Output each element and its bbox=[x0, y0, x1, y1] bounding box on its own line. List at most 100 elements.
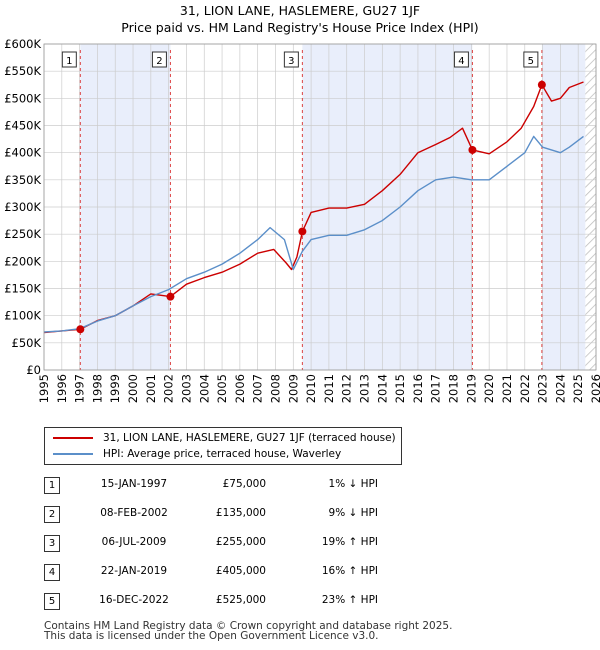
y-tick-label: £100K bbox=[4, 309, 41, 323]
x-tick-label: 2013 bbox=[358, 374, 372, 403]
x-tick-label: 2008 bbox=[268, 374, 282, 403]
y-tick-label: £350K bbox=[4, 173, 41, 187]
x-tick-label: 2020 bbox=[482, 374, 496, 403]
y-tick-label: £250K bbox=[4, 227, 41, 241]
x-tick-label: 1997 bbox=[73, 374, 87, 403]
sales-row: 4 22-JAN-2019 £405,000 16% ↑ HPI bbox=[44, 559, 564, 588]
x-tick-label: 2016 bbox=[411, 374, 425, 403]
x-tick-label: 2011 bbox=[322, 374, 336, 403]
x-tick-label: 1996 bbox=[55, 374, 69, 403]
hpi-line bbox=[43, 135, 584, 333]
legend-item-property: 31, LION LANE, HASLEMERE, GU27 1JF (terr… bbox=[53, 430, 396, 446]
x-tick-label: 1998 bbox=[90, 374, 104, 403]
x-tick-label: 2010 bbox=[304, 374, 318, 403]
x-tick-label: 2009 bbox=[286, 374, 300, 403]
chart-title: 31, LION LANE, HASLEMERE, GU27 1JF Price… bbox=[0, 2, 600, 36]
y-tick-label: £600K bbox=[4, 37, 41, 51]
sale-hpi-diff: 16% ↑ HPI bbox=[321, 565, 378, 577]
sale-point bbox=[468, 145, 477, 154]
legend-item-hpi: HPI: Average price, terraced house, Wave… bbox=[53, 446, 341, 462]
sale-hpi-diff: 19% ↑ HPI bbox=[321, 536, 378, 548]
sales-row: 5 16-DEC-2022 £525,000 23% ↑ HPI bbox=[44, 588, 564, 617]
y-tick-label: £550K bbox=[4, 64, 41, 78]
sale-date: 16-DEC-2022 bbox=[99, 594, 169, 606]
sale-price: £135,000 bbox=[215, 507, 266, 519]
footer-attribution: Contains HM Land Registry data © Crown c… bbox=[44, 620, 453, 642]
sale-price: £255,000 bbox=[215, 536, 266, 548]
y-tick-label: £450K bbox=[4, 119, 41, 133]
sale-point bbox=[76, 325, 85, 334]
x-tick-label: 1995 bbox=[37, 374, 51, 403]
price-chart: 1 2 3 4 5 £0 £50K £100K £150K £200K £250K £300K £35… bbox=[4, 37, 600, 403]
x-tick-label: 2024 bbox=[553, 374, 567, 403]
sales-row: 3 06-JUL-2009 £255,000 19% ↑ HPI bbox=[44, 530, 564, 559]
sales-row: 2 08-FEB-2002 £135,000 9% ↓ HPI bbox=[44, 501, 564, 530]
sale-point bbox=[166, 292, 175, 301]
y-tick-label: £500K bbox=[4, 91, 41, 105]
y-tick-label: £50K bbox=[12, 336, 42, 350]
y-tick-label: £0 bbox=[26, 363, 41, 377]
sales-row: 1 15-JAN-1997 £75,000 1% ↓ HPI bbox=[44, 472, 564, 501]
sales-table: 1 15-JAN-1997 £75,000 1% ↓ HPI 2 08-FEB-… bbox=[44, 472, 564, 617]
x-tick-label: 2003 bbox=[179, 374, 193, 403]
x-tick-label: 2023 bbox=[536, 374, 550, 403]
y-tick-label: £200K bbox=[4, 254, 41, 268]
sale-price: £525,000 bbox=[215, 594, 266, 606]
sale-number-badge: 1 bbox=[44, 477, 60, 494]
x-tick-label: 2019 bbox=[464, 374, 478, 403]
sale-marker-box bbox=[453, 51, 469, 68]
sale-marker-box bbox=[523, 51, 539, 68]
legend-label-hpi: HPI: Average price, terraced house, Wave… bbox=[103, 448, 342, 460]
legend-swatch-hpi bbox=[53, 453, 93, 455]
x-tick-label: 2006 bbox=[233, 374, 247, 403]
sale-hpi-diff: 23% ↑ HPI bbox=[321, 594, 378, 606]
sale-date: 22-JAN-2019 bbox=[100, 565, 168, 577]
sale-point bbox=[537, 80, 546, 89]
sale-date: 08-FEB-2002 bbox=[100, 507, 168, 519]
legend-swatch-property bbox=[53, 437, 93, 439]
chart-title-line2: Price paid vs. HM Land Registry's House … bbox=[121, 20, 479, 35]
sale-number-badge: 4 bbox=[44, 564, 60, 581]
sale-price: £405,000 bbox=[215, 565, 266, 577]
sale-number-badge: 3 bbox=[44, 535, 60, 552]
sale-point bbox=[298, 227, 307, 236]
sale-price: £75,000 bbox=[222, 478, 266, 490]
sale-marker-number: 1 bbox=[66, 56, 72, 67]
x-tick-label: 2022 bbox=[518, 374, 532, 403]
legend-label-property: 31, LION LANE, HASLEMERE, GU27 1JF (terr… bbox=[103, 432, 396, 444]
sale-hpi-diff: 1% ↓ HPI bbox=[328, 478, 378, 490]
x-tick-label: 2017 bbox=[429, 374, 443, 403]
x-tick-label: 2025 bbox=[571, 374, 585, 403]
sale-date: 15-JAN-1997 bbox=[100, 478, 168, 490]
sale-hpi-diff: 9% ↓ HPI bbox=[328, 507, 378, 519]
footer-line1: Contains HM Land Registry data © Crown c… bbox=[44, 620, 453, 632]
footer-line2: This data is licensed under the Open Gov… bbox=[44, 630, 379, 642]
sale-marker-number: 4 bbox=[458, 56, 464, 67]
x-tick-label: 2014 bbox=[375, 374, 389, 403]
x-tick-label: 2026 bbox=[589, 374, 600, 403]
x-tick-label: 2002 bbox=[162, 374, 176, 403]
sale-marker-number: 2 bbox=[156, 56, 162, 67]
sale-marker-number: 5 bbox=[528, 56, 534, 67]
sale-date: 06-JUL-2009 bbox=[101, 536, 167, 548]
plot-frame bbox=[43, 43, 597, 371]
sale-marker-number: 3 bbox=[288, 56, 294, 67]
sale-number-badge: 2 bbox=[44, 506, 60, 523]
chart-title-line1: 31, LION LANE, HASLEMERE, GU27 1JF bbox=[179, 3, 421, 18]
y-tick-label: £150K bbox=[4, 282, 41, 296]
x-tick-label: 2001 bbox=[144, 374, 158, 403]
x-tick-label: 2004 bbox=[197, 374, 211, 403]
sale-marker-box bbox=[283, 51, 299, 68]
x-tick-label: 2015 bbox=[393, 374, 407, 403]
sale-marker-box bbox=[151, 51, 167, 68]
x-tick-label: 2012 bbox=[340, 374, 354, 403]
sale-number-badge: 5 bbox=[44, 593, 60, 610]
legend: 31, LION LANE, HASLEMERE, GU27 1JF (terr… bbox=[44, 427, 402, 465]
x-tick-label: 2018 bbox=[447, 374, 461, 403]
y-tick-label: £300K bbox=[4, 200, 41, 214]
property-price-line bbox=[43, 81, 584, 334]
y-tick-label: £400K bbox=[4, 146, 41, 160]
x-tick-label: 1999 bbox=[108, 374, 122, 403]
sale-marker-box bbox=[61, 51, 77, 68]
x-tick-label: 2005 bbox=[215, 374, 229, 403]
